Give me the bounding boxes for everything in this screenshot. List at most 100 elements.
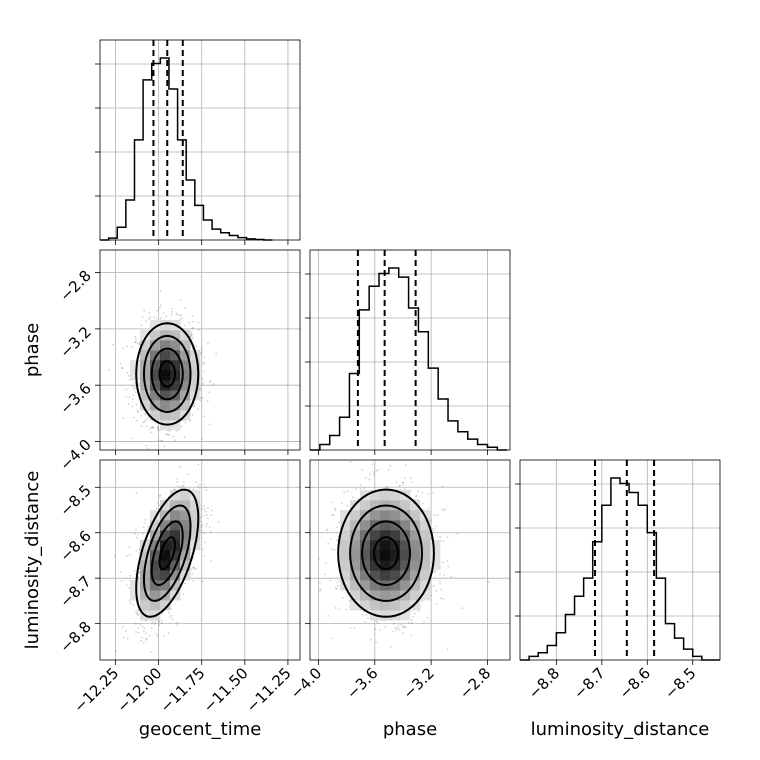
density-cell: [390, 580, 401, 591]
density-cell: [400, 500, 411, 511]
sample-point: [411, 481, 414, 484]
sample-point: [181, 485, 184, 487]
density-cell: [400, 510, 411, 521]
sample-point: [375, 641, 377, 644]
sample-point: [108, 369, 110, 371]
density-cell: [180, 560, 191, 571]
sample-point: [417, 490, 419, 493]
density-cell: [140, 350, 151, 361]
ytick-label: −8.6: [56, 527, 94, 565]
sample-point: [442, 598, 445, 600]
sample-point: [122, 625, 124, 628]
sample-point: [338, 608, 341, 611]
sample-point: [201, 396, 204, 399]
sample-point: [135, 419, 138, 422]
sample-point: [170, 313, 173, 316]
density-cell: [140, 570, 151, 581]
sample-point: [132, 388, 135, 391]
sample-point: [160, 439, 163, 442]
sample-point: [402, 625, 405, 627]
sample-point: [371, 463, 374, 466]
density-cell: [350, 590, 361, 601]
density-cell: [190, 530, 201, 541]
sample-point: [423, 621, 425, 623]
sample-point: [137, 613, 140, 616]
density-cell: [420, 540, 431, 551]
sample-point: [450, 576, 453, 578]
sample-point: [131, 437, 134, 440]
sample-point: [206, 514, 209, 516]
density-cell: [390, 490, 401, 501]
sample-point: [139, 623, 142, 626]
sample-point: [129, 574, 132, 577]
density-cell: [150, 510, 161, 521]
sample-point: [349, 461, 352, 464]
sample-point: [147, 525, 150, 528]
sample-point: [375, 447, 377, 449]
density-cell: [160, 410, 171, 421]
sample-point: [112, 343, 115, 346]
sample-point: [150, 650, 152, 653]
density-cell: [390, 590, 401, 601]
sample-point: [430, 594, 433, 597]
sample-point: [121, 367, 123, 369]
panel-frame: [309, 249, 511, 451]
sample-point: [414, 613, 416, 615]
density-cell: [150, 360, 161, 371]
sample-point: [327, 542, 330, 545]
density-cell: [340, 540, 351, 551]
density-cell: [150, 590, 161, 601]
sample-point: [138, 382, 141, 385]
sample-point: [336, 539, 338, 542]
sample-point: [200, 347, 203, 350]
sample-point: [421, 491, 424, 494]
sample-point: [136, 410, 139, 413]
contour-1.5sigma: [143, 504, 192, 602]
sample-point: [203, 532, 206, 535]
sample-point: [195, 345, 197, 347]
sample-point: [180, 425, 183, 428]
sample-point: [439, 582, 442, 585]
density-cell: [340, 550, 351, 561]
sample-point: [131, 385, 134, 388]
sample-point: [135, 338, 137, 340]
density-cell: [150, 530, 161, 541]
density-cell: [430, 550, 441, 561]
panel-frame: [99, 459, 301, 661]
sample-point: [156, 427, 159, 429]
sample-point: [446, 648, 449, 651]
sample-point: [182, 593, 185, 595]
density-cell: [400, 540, 411, 551]
sample-point: [359, 484, 362, 486]
sample-point: [446, 536, 449, 539]
ytick-label: −3.2: [56, 323, 94, 361]
sample-point: [395, 628, 398, 631]
contour-1sigma: [150, 347, 184, 401]
sample-point: [205, 489, 207, 491]
density-cell: [350, 600, 361, 611]
sample-point: [443, 509, 445, 512]
sample-point: [192, 566, 195, 569]
sample-point: [404, 464, 407, 466]
sample-point: [122, 417, 125, 420]
histogram-luminosity-distance: [520, 477, 720, 661]
sample-point: [336, 584, 339, 587]
sample-point: [179, 299, 182, 302]
density-cell: [360, 570, 371, 581]
sample-point: [209, 530, 212, 533]
density-cell: [380, 570, 391, 581]
sample-point: [439, 580, 441, 582]
density-cell: [160, 390, 171, 401]
sample-point: [155, 317, 158, 320]
density-cell: [340, 570, 351, 581]
density-cell: [140, 340, 151, 351]
sample-point: [149, 428, 151, 430]
sample-point: [183, 324, 186, 327]
density-cell: [170, 530, 181, 541]
sample-point: [385, 485, 387, 488]
density-cell: [380, 600, 391, 611]
sample-point: [435, 590, 438, 592]
density-cell: [150, 550, 161, 561]
sample-point: [203, 363, 205, 365]
sample-point: [142, 526, 145, 529]
